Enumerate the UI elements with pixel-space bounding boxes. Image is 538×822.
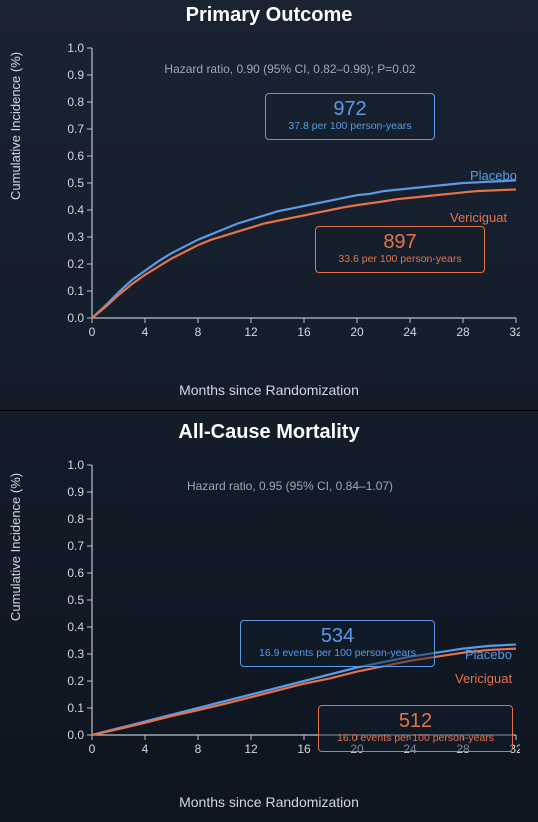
chart-svg: 0.00.10.20.30.40.50.60.70.80.91.00481216…: [60, 38, 520, 358]
svg-text:28: 28: [456, 325, 470, 339]
x-axis-label: Months since Randomization: [0, 382, 538, 398]
svg-text:4: 4: [142, 742, 149, 756]
svg-text:0.5: 0.5: [67, 176, 84, 190]
svg-text:32: 32: [509, 325, 520, 339]
callout-value: 512: [329, 710, 502, 732]
svg-text:1.0: 1.0: [67, 41, 84, 55]
series-label-placebo: Placebo: [470, 168, 517, 183]
svg-text:16: 16: [297, 742, 311, 756]
series-label-vericiguat: Vericiguat: [455, 671, 512, 686]
panel-primary-outcome: Primary Outcome Cumulative Incidence (%)…: [0, 0, 538, 410]
chart-title: Primary Outcome: [0, 0, 538, 27]
svg-text:0.2: 0.2: [67, 257, 84, 271]
hazard-ratio-text: Hazard ratio, 0.90 (95% CI, 0.82–0.98); …: [60, 62, 520, 76]
svg-text:24: 24: [403, 325, 417, 339]
hazard-ratio-text: Hazard ratio, 0.95 (95% CI, 0.84–1.07): [60, 479, 520, 493]
svg-text:12: 12: [244, 325, 258, 339]
svg-text:16: 16: [297, 325, 311, 339]
callout-rate: 16.0 events per 100 person-years: [329, 732, 502, 745]
y-axis-label: Cumulative Incidence (%): [8, 52, 23, 200]
callout-vericiguat: 512 16.0 events per 100 person-years: [318, 705, 513, 752]
svg-text:20: 20: [350, 325, 364, 339]
svg-text:0.1: 0.1: [67, 284, 84, 298]
callout-rate: 33.6 per 100 person-years: [326, 253, 474, 266]
svg-text:8: 8: [195, 325, 202, 339]
svg-text:0.6: 0.6: [67, 566, 84, 580]
y-axis-label: Cumulative Incidence (%): [8, 473, 23, 621]
svg-text:0.2: 0.2: [67, 674, 84, 688]
svg-text:0: 0: [89, 325, 96, 339]
callout-placebo: 972 37.8 per 100 person-years: [265, 93, 435, 140]
callout-vericiguat: 897 33.6 per 100 person-years: [315, 226, 485, 273]
series-label-placebo: Placebo: [465, 647, 512, 662]
svg-text:1.0: 1.0: [67, 458, 84, 472]
callout-placebo: 534 16.9 events per 100 person-years: [240, 620, 435, 667]
svg-text:0: 0: [89, 742, 96, 756]
chart-area: Hazard ratio, 0.95 (95% CI, 0.84–1.07) 0…: [60, 455, 520, 775]
svg-text:0.8: 0.8: [67, 512, 84, 526]
chart-area: Hazard ratio, 0.90 (95% CI, 0.82–0.98); …: [60, 38, 520, 358]
svg-text:0.1: 0.1: [67, 701, 84, 715]
svg-text:0.7: 0.7: [67, 122, 84, 136]
panel-all-cause-mortality: All-Cause Mortality Cumulative Incidence…: [0, 410, 538, 822]
callout-rate: 16.9 events per 100 person-years: [251, 647, 424, 660]
svg-text:0.4: 0.4: [67, 620, 84, 634]
series-label-vericiguat: Vericiguat: [450, 210, 507, 225]
svg-text:0.5: 0.5: [67, 593, 84, 607]
svg-text:0.3: 0.3: [67, 230, 84, 244]
callout-value: 897: [326, 231, 474, 253]
svg-text:0.3: 0.3: [67, 647, 84, 661]
chart-title: All-Cause Mortality: [0, 411, 538, 444]
svg-text:0.0: 0.0: [67, 311, 84, 325]
svg-text:0.8: 0.8: [67, 95, 84, 109]
svg-text:0.4: 0.4: [67, 203, 84, 217]
x-axis-label: Months since Randomization: [0, 794, 538, 810]
callout-value: 534: [251, 625, 424, 647]
svg-text:0.0: 0.0: [67, 728, 84, 742]
svg-text:0.7: 0.7: [67, 539, 84, 553]
svg-text:0.6: 0.6: [67, 149, 84, 163]
svg-text:12: 12: [244, 742, 258, 756]
svg-text:4: 4: [142, 325, 149, 339]
callout-value: 972: [276, 98, 424, 120]
callout-rate: 37.8 per 100 person-years: [276, 120, 424, 133]
svg-text:8: 8: [195, 742, 202, 756]
